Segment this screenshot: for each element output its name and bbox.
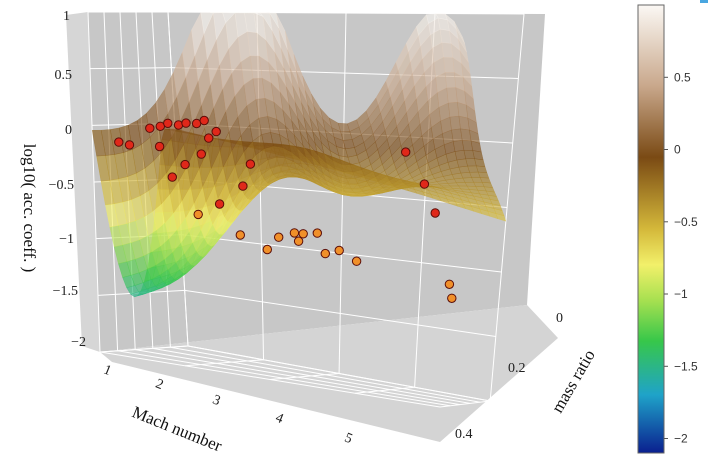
data-point bbox=[145, 123, 155, 133]
surface-mesh bbox=[91, 11, 507, 298]
z-tick: 0.5 bbox=[55, 68, 73, 83]
z-tick: 0 bbox=[65, 123, 72, 138]
grid-line bbox=[99, 351, 441, 408]
data-point bbox=[196, 149, 207, 159]
data-point bbox=[262, 244, 272, 255]
grid-line bbox=[152, 347, 471, 404]
data-point bbox=[447, 293, 457, 303]
colorbar-tick-label: 0.5 bbox=[674, 70, 691, 84]
data-point bbox=[181, 118, 191, 128]
data-point bbox=[180, 159, 190, 170]
data-point bbox=[199, 115, 209, 126]
grid-line bbox=[354, 386, 415, 394]
surface-patch bbox=[443, 56, 455, 73]
x-tick: 2 bbox=[153, 376, 165, 393]
y-tick: 0.4 bbox=[455, 427, 473, 442]
data-point bbox=[430, 208, 440, 218]
z-axis-ticks: 1 0.5 0 −0.5 −1 −1.5 −2 bbox=[49, 9, 86, 350]
surface-patch bbox=[454, 21, 465, 44]
x-axis-title: Mach number bbox=[130, 402, 225, 455]
data-point bbox=[351, 256, 362, 266]
grid-line bbox=[89, 67, 172, 70]
x-tick: 3 bbox=[210, 392, 222, 409]
x-tick: 1 bbox=[101, 362, 113, 379]
grid-line bbox=[117, 350, 451, 407]
z-tick: −0.5 bbox=[49, 178, 74, 193]
data-point bbox=[193, 209, 203, 220]
data-point bbox=[154, 141, 165, 152]
grid-line bbox=[187, 345, 491, 402]
grid-line bbox=[489, 13, 525, 402]
grid-line bbox=[99, 345, 189, 353]
data-point bbox=[245, 159, 256, 169]
surface-patch bbox=[444, 72, 457, 89]
data-point bbox=[444, 279, 455, 289]
z-axis-title: log10( acc. coeff. ) bbox=[20, 144, 39, 273]
data-point bbox=[214, 199, 225, 209]
y-axis-title: mass ratio bbox=[548, 346, 599, 416]
z-tick: −1 bbox=[59, 232, 74, 247]
scatter-points bbox=[114, 115, 457, 303]
colorbar: 0.5 0 −0.5 −1 −1.5 −2 bbox=[637, 4, 698, 454]
data-point bbox=[235, 230, 246, 240]
surface-patch bbox=[446, 87, 458, 104]
z-tick: −2 bbox=[71, 335, 86, 350]
floor bbox=[100, 305, 558, 442]
y-tick: 0 bbox=[556, 311, 563, 326]
data-point bbox=[204, 133, 214, 143]
y-axis-ticks: 0 0.2 0.4 bbox=[455, 311, 563, 442]
data-point bbox=[419, 179, 430, 189]
data-point bbox=[114, 137, 124, 147]
grid-line bbox=[184, 359, 264, 367]
grid-line bbox=[269, 373, 340, 380]
data-point bbox=[167, 172, 178, 182]
y-tick: 0.2 bbox=[508, 361, 526, 376]
grid-line bbox=[135, 349, 461, 406]
data-point bbox=[238, 181, 248, 191]
corner-tab bbox=[700, 0, 708, 3]
data-point bbox=[298, 229, 308, 239]
colorbar-tick-label: −1 bbox=[674, 287, 688, 301]
data-point bbox=[312, 228, 322, 238]
data-point bbox=[274, 232, 284, 242]
colorbar-tick-label: −2 bbox=[674, 432, 688, 446]
data-point bbox=[163, 118, 173, 129]
x-tick: 4 bbox=[273, 410, 285, 427]
left-wall bbox=[66, 12, 100, 352]
x-tick: 5 bbox=[342, 430, 354, 447]
z-tick: 1 bbox=[63, 9, 70, 24]
z-tick: −1.5 bbox=[53, 284, 78, 299]
colorbar-tick-label: −0.5 bbox=[674, 215, 698, 229]
colorbar-tick-label: −1.5 bbox=[674, 359, 698, 373]
colorbar-tick-label: 0 bbox=[674, 143, 681, 157]
data-point bbox=[293, 236, 304, 246]
data-point bbox=[211, 126, 221, 137]
colorbar-gradient bbox=[637, 4, 665, 454]
data-point bbox=[289, 228, 300, 238]
data-point bbox=[401, 147, 411, 157]
data-point bbox=[334, 245, 344, 256]
surface-patch bbox=[448, 101, 460, 118]
surface-patch bbox=[449, 115, 461, 131]
grid-line bbox=[170, 346, 481, 403]
data-point bbox=[320, 248, 330, 259]
grid-line bbox=[87, 11, 101, 353]
data-point bbox=[124, 140, 135, 150]
